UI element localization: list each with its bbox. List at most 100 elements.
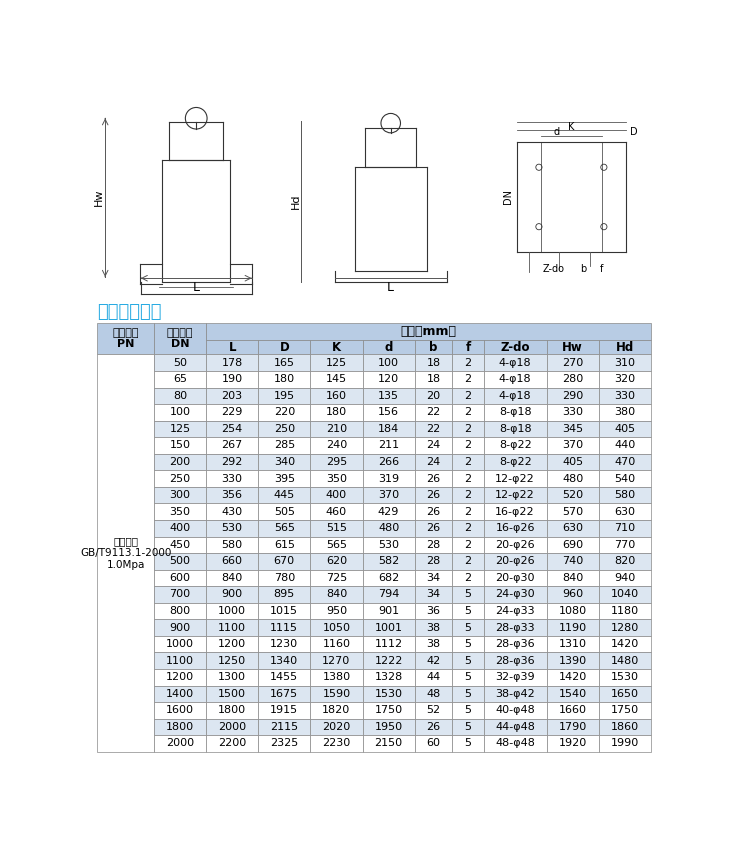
- Text: 340: 340: [274, 457, 295, 467]
- Bar: [484, 586, 547, 603]
- Bar: [258, 453, 310, 470]
- Text: 615: 615: [274, 540, 295, 550]
- Text: 770: 770: [614, 540, 635, 550]
- Bar: [258, 685, 310, 702]
- Text: 2: 2: [464, 474, 472, 484]
- Bar: [453, 387, 484, 404]
- Bar: [453, 404, 484, 420]
- Text: 350: 350: [169, 507, 191, 517]
- Text: 1420: 1420: [610, 639, 639, 649]
- Bar: [310, 503, 363, 520]
- Text: 1280: 1280: [610, 622, 639, 633]
- Text: 2: 2: [464, 424, 472, 434]
- Bar: [363, 340, 415, 354]
- Bar: [453, 685, 484, 702]
- Text: 26: 26: [426, 474, 440, 484]
- Text: 2230: 2230: [323, 739, 350, 749]
- Bar: [258, 636, 310, 652]
- Bar: [363, 603, 415, 619]
- Text: 法兰标准
GB/T9113.1-2000
1.0Mpa: 法兰标准 GB/T9113.1-2000 1.0Mpa: [80, 537, 172, 570]
- Text: 8-φ22: 8-φ22: [499, 441, 531, 451]
- Bar: [310, 669, 363, 685]
- Text: 2000: 2000: [218, 722, 246, 732]
- Bar: [484, 371, 547, 387]
- Text: 1040: 1040: [611, 589, 639, 599]
- Text: 780: 780: [274, 573, 295, 583]
- Bar: [258, 354, 310, 371]
- Bar: [484, 537, 547, 553]
- Text: 530: 530: [378, 540, 399, 550]
- Text: 8-φ18: 8-φ18: [499, 408, 531, 418]
- Bar: [599, 404, 651, 420]
- Text: 800: 800: [169, 606, 191, 616]
- Bar: [206, 570, 258, 586]
- Text: 1300: 1300: [218, 672, 246, 683]
- Bar: [547, 520, 599, 537]
- Text: b: b: [580, 264, 587, 274]
- Text: 5: 5: [464, 722, 472, 732]
- Text: 1540: 1540: [558, 689, 587, 699]
- Text: Z-do: Z-do: [500, 340, 530, 354]
- Text: 28-φ33: 28-φ33: [496, 622, 535, 633]
- Bar: [154, 603, 206, 619]
- Bar: [206, 470, 258, 486]
- Text: 165: 165: [274, 357, 295, 368]
- Bar: [154, 470, 206, 486]
- Text: K: K: [568, 122, 575, 132]
- Text: 1455: 1455: [270, 672, 299, 683]
- Bar: [547, 586, 599, 603]
- Bar: [363, 586, 415, 603]
- Text: 1200: 1200: [166, 672, 194, 683]
- Bar: [310, 586, 363, 603]
- Bar: [310, 735, 363, 751]
- Bar: [599, 453, 651, 470]
- Text: 540: 540: [614, 474, 635, 484]
- Text: 1950: 1950: [374, 722, 403, 732]
- Text: 24: 24: [426, 457, 441, 467]
- Text: 24-φ33: 24-φ33: [496, 606, 535, 616]
- Text: 184: 184: [378, 424, 399, 434]
- Text: 190: 190: [222, 374, 243, 385]
- Text: 356: 356: [222, 490, 242, 500]
- Text: 2: 2: [464, 457, 472, 467]
- Text: 34: 34: [426, 589, 440, 599]
- Text: 80: 80: [173, 391, 187, 401]
- Text: 2115: 2115: [270, 722, 299, 732]
- Bar: [363, 437, 415, 453]
- Text: 565: 565: [326, 540, 347, 550]
- Text: 200: 200: [169, 457, 191, 467]
- Text: 36: 36: [426, 606, 440, 616]
- Text: 150: 150: [169, 441, 191, 451]
- Bar: [154, 486, 206, 503]
- Bar: [547, 437, 599, 453]
- Bar: [484, 470, 547, 486]
- Bar: [453, 553, 484, 570]
- Text: 1800: 1800: [166, 722, 194, 732]
- Text: 370: 370: [562, 441, 583, 451]
- Text: 145: 145: [326, 374, 347, 385]
- Bar: [363, 404, 415, 420]
- Bar: [363, 486, 415, 503]
- Bar: [154, 652, 206, 669]
- Bar: [415, 371, 453, 387]
- Bar: [310, 636, 363, 652]
- Bar: [310, 702, 363, 718]
- Text: 2: 2: [464, 523, 472, 533]
- Text: 580: 580: [614, 490, 635, 500]
- Bar: [415, 437, 453, 453]
- Text: 2325: 2325: [270, 739, 299, 749]
- Text: 290: 290: [562, 391, 583, 401]
- Bar: [453, 486, 484, 503]
- Text: 1100: 1100: [166, 655, 194, 666]
- Bar: [363, 553, 415, 570]
- Text: 840: 840: [221, 573, 243, 583]
- Text: 682: 682: [378, 573, 399, 583]
- Bar: [154, 453, 206, 470]
- Text: 1190: 1190: [558, 622, 587, 633]
- Bar: [599, 619, 651, 636]
- Bar: [484, 553, 547, 570]
- Bar: [547, 404, 599, 420]
- Text: 5: 5: [464, 689, 472, 699]
- Bar: [363, 702, 415, 718]
- Bar: [484, 387, 547, 404]
